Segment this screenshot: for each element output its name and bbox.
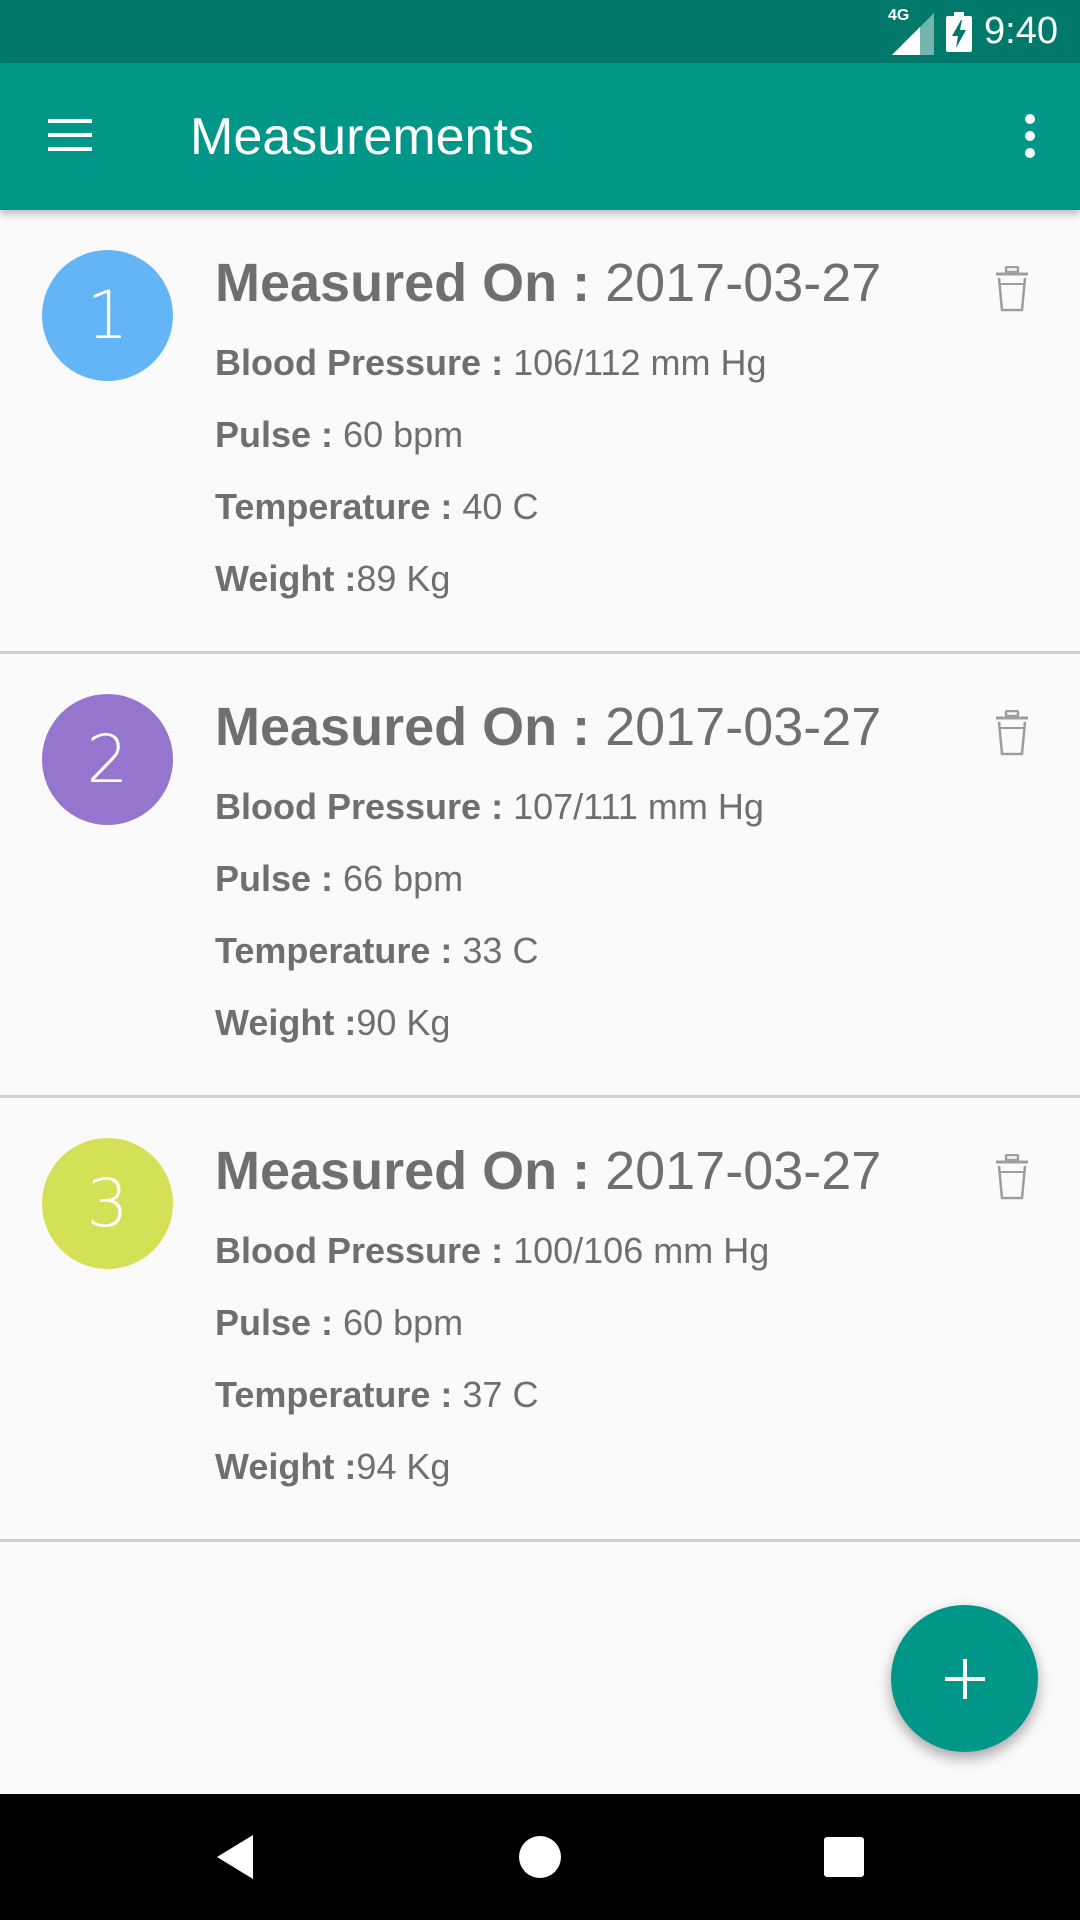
temperature-value: 33 C — [462, 930, 539, 971]
pulse-row: Pulse : 60 bpm — [215, 1302, 463, 1344]
weight-row: Weight :89 Kg — [215, 558, 450, 600]
status-time: 9:40 — [984, 10, 1058, 52]
measured-on-label: Measured On : — [215, 697, 606, 757]
measurement-index-avatar: 3 — [42, 1138, 173, 1269]
measurement-index: 2 — [86, 721, 129, 798]
weight-label: Weight : — [215, 1002, 357, 1043]
weight-row: Weight :90 Kg — [215, 1002, 450, 1044]
trash-icon[interactable] — [994, 709, 1030, 756]
status-icons: 4G 9:40 — [888, 0, 1058, 63]
temperature-row: Temperature : 33 C — [215, 930, 538, 972]
blood-pressure-row: Blood Pressure : 100/106 mm Hg — [215, 1230, 769, 1272]
measured-on-label: Measured On : — [215, 1141, 606, 1201]
weight-row: Weight :94 Kg — [215, 1446, 450, 1488]
weight-value: 90 Kg — [356, 1002, 451, 1043]
pulse-row: Pulse : 60 bpm — [215, 414, 463, 456]
measurement-card[interactable]: 2 Measured On : 2017-03-27 Blood Pressur… — [0, 654, 1080, 1098]
page-title: Measurements — [190, 108, 534, 166]
weight-value: 89 Kg — [356, 558, 451, 599]
blood-pressure-row: Blood Pressure : 107/111 mm Hg — [215, 786, 764, 828]
pulse-row: Pulse : 66 bpm — [215, 858, 463, 900]
pulse-label: Pulse : — [215, 1302, 344, 1343]
temperature-row: Temperature : 37 C — [215, 1374, 538, 1416]
pulse-value: 60 bpm — [343, 1302, 464, 1343]
measurement-index-avatar: 2 — [42, 694, 173, 825]
blood-pressure-label: Blood Pressure : — [215, 786, 514, 827]
weight-label: Weight : — [215, 558, 357, 599]
navigation-bar — [0, 1794, 1080, 1920]
add-measurement-button[interactable] — [891, 1605, 1038, 1752]
pulse-label: Pulse : — [215, 858, 344, 899]
blood-pressure-value: 100/106 mm Hg — [513, 1230, 770, 1271]
pulse-label: Pulse : — [215, 414, 344, 455]
menu-icon[interactable] — [40, 109, 100, 165]
blood-pressure-row: Blood Pressure : 106/112 mm Hg — [215, 342, 767, 384]
measured-on-date: 2017-03-27 — [605, 253, 882, 313]
pulse-value: 66 bpm — [343, 858, 464, 899]
temperature-value: 37 C — [462, 1374, 539, 1415]
measured-on: Measured On : 2017-03-27 — [215, 1140, 881, 1202]
temperature-row: Temperature : 40 C — [215, 486, 538, 528]
network-type-label: 4G — [888, 6, 910, 24]
status-bar: 4G 9:40 — [0, 0, 1080, 63]
measurement-card[interactable]: 3 Measured On : 2017-03-27 Blood Pressur… — [0, 1098, 1080, 1542]
measurement-index: 1 — [86, 277, 129, 354]
app-bar: Measurements — [0, 63, 1080, 210]
blood-pressure-value: 106/112 mm Hg — [513, 342, 767, 383]
battery-charging-icon — [946, 11, 973, 52]
trash-icon[interactable] — [994, 265, 1030, 312]
temperature-label: Temperature : — [215, 486, 463, 527]
measured-on-date: 2017-03-27 — [605, 1141, 882, 1201]
back-icon[interactable] — [175, 1794, 295, 1920]
blood-pressure-value: 107/111 mm Hg — [513, 786, 764, 827]
measured-on: Measured On : 2017-03-27 — [215, 252, 881, 314]
temperature-value: 40 C — [462, 486, 539, 527]
measurement-index-avatar: 1 — [42, 250, 173, 381]
measured-on: Measured On : 2017-03-27 — [215, 696, 881, 758]
weight-value: 94 Kg — [356, 1446, 451, 1487]
pulse-value: 60 bpm — [343, 414, 464, 455]
recents-icon[interactable] — [784, 1794, 904, 1920]
measured-on-date: 2017-03-27 — [605, 697, 882, 757]
measurement-card[interactable]: 1 Measured On : 2017-03-27 Blood Pressur… — [0, 210, 1080, 654]
measurement-list: 1 Measured On : 2017-03-27 Blood Pressur… — [0, 210, 1080, 1542]
home-icon[interactable] — [480, 1794, 600, 1920]
signal-4g-icon: 4G — [888, 6, 935, 55]
temperature-label: Temperature : — [215, 1374, 463, 1415]
plus-icon — [944, 1658, 985, 1699]
trash-icon[interactable] — [994, 1153, 1030, 1200]
blood-pressure-label: Blood Pressure : — [215, 1230, 514, 1271]
more-vert-icon[interactable] — [1010, 109, 1050, 165]
temperature-label: Temperature : — [215, 930, 463, 971]
blood-pressure-label: Blood Pressure : — [215, 342, 514, 383]
weight-label: Weight : — [215, 1446, 357, 1487]
measured-on-label: Measured On : — [215, 253, 606, 313]
measurement-index: 3 — [86, 1165, 129, 1242]
